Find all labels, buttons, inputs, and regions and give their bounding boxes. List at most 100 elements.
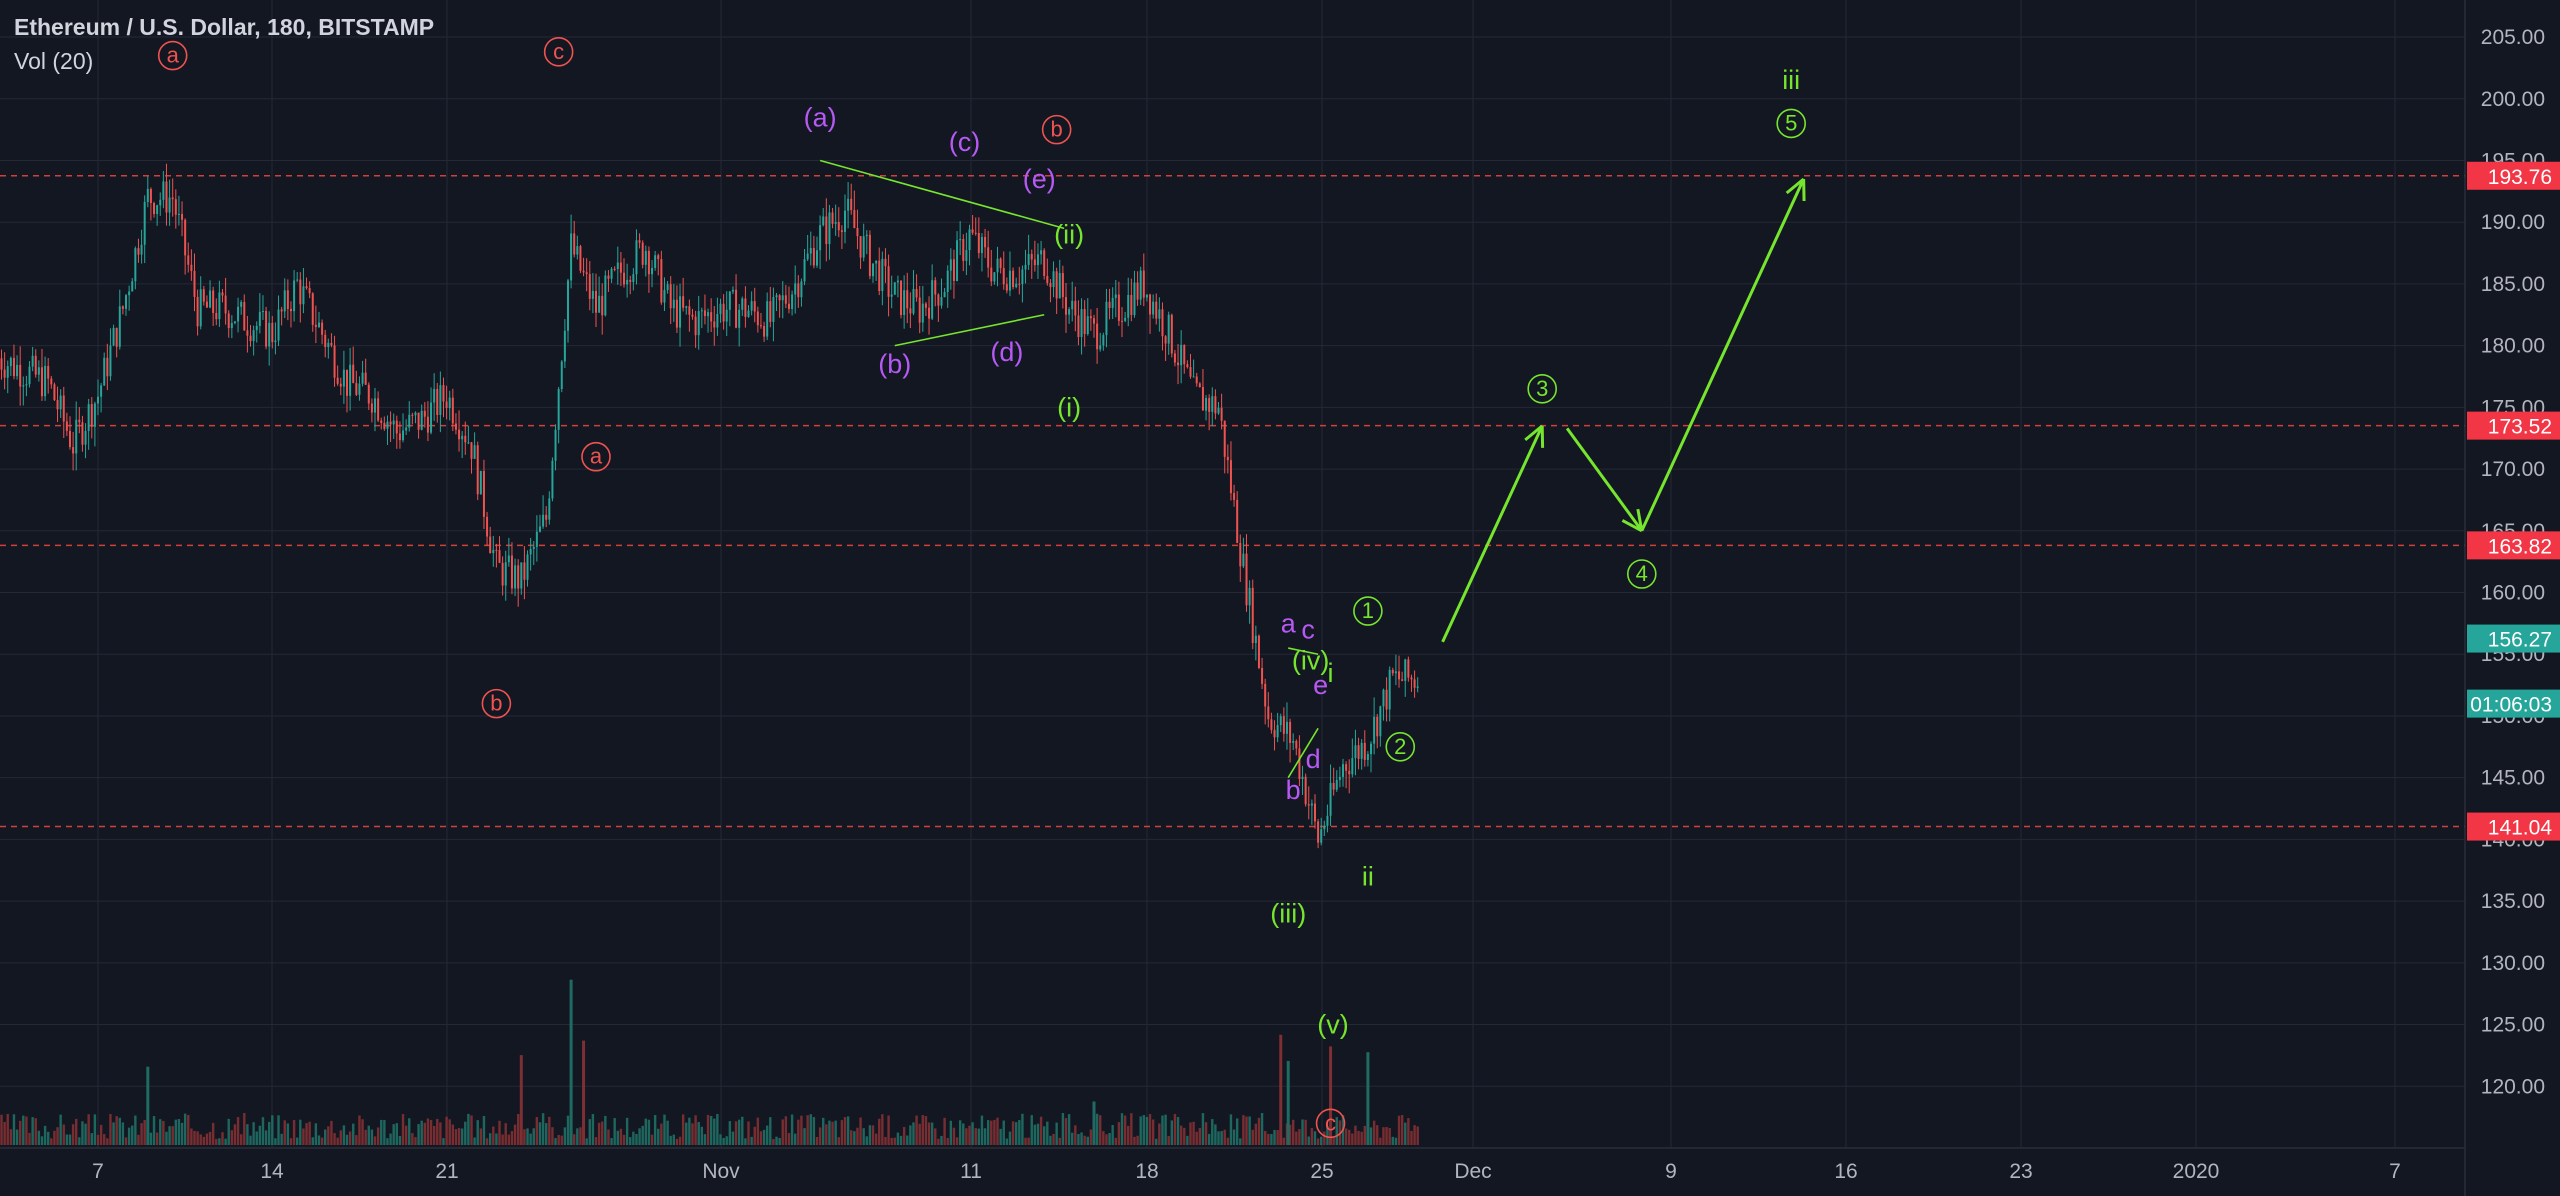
candlesticks	[0, 163, 1419, 849]
volume-bar	[625, 1117, 629, 1145]
volume-bar	[672, 1134, 676, 1145]
volume-bar	[1288, 1124, 1292, 1145]
volume-bar	[183, 1113, 187, 1145]
volume-spike	[569, 979, 573, 1145]
candle-body	[240, 302, 243, 307]
wave-label-text: (i)	[1057, 392, 1081, 422]
candle-body	[392, 420, 395, 425]
candle-body	[999, 258, 1002, 269]
volume-bar	[355, 1135, 358, 1145]
volume-indicator-label[interactable]: Vol (20)	[14, 48, 94, 74]
volume-bar	[513, 1124, 517, 1145]
price-axis[interactable]: 205.00200.00195.00190.00185.00180.00175.…	[2464, 0, 2560, 1196]
candle-body	[1111, 297, 1114, 309]
time-tick-label: 2020	[2173, 1160, 2220, 1183]
volume-bar	[772, 1138, 775, 1145]
volume-bar	[1348, 1129, 1351, 1145]
volume-bar	[510, 1131, 514, 1145]
candle-body	[1217, 407, 1220, 414]
volume-bar	[604, 1115, 607, 1145]
candle-body	[1338, 776, 1341, 780]
volume-bar	[1014, 1122, 1018, 1145]
candle-body	[317, 322, 320, 327]
candle-body	[520, 562, 523, 589]
candle-body	[1366, 754, 1369, 760]
candle-body	[467, 442, 470, 444]
candle-body	[277, 309, 280, 341]
volume-bar	[644, 1118, 647, 1145]
candle-body	[249, 335, 252, 342]
volume-bar	[787, 1133, 791, 1145]
volume-bar	[308, 1121, 311, 1145]
volume-bar	[112, 1122, 115, 1145]
candle-body	[1407, 659, 1410, 678]
volume-bar	[1161, 1115, 1164, 1145]
volume-bar	[1379, 1137, 1382, 1145]
candle-body	[507, 555, 510, 563]
volume-bar	[741, 1116, 744, 1145]
volume-bar	[479, 1128, 483, 1145]
candle-body	[1304, 776, 1307, 805]
volume-bar	[233, 1124, 237, 1145]
volume-bar	[445, 1116, 448, 1145]
candle-body	[125, 295, 128, 309]
volume-bar	[211, 1122, 215, 1145]
candle-body	[364, 372, 367, 385]
volume-bar	[1369, 1127, 1373, 1145]
wave-label: c	[543, 37, 574, 67]
volume-bar	[576, 1128, 579, 1145]
wave-label-text: a	[1281, 608, 1297, 638]
volume-bar	[1217, 1131, 1220, 1145]
candle-body	[1282, 716, 1285, 734]
price-badge	[2467, 812, 2560, 841]
candle-body	[579, 246, 582, 271]
volume-bar	[927, 1122, 931, 1145]
price-tick-label: 130.00	[2481, 952, 2545, 975]
volume-bar	[557, 1134, 560, 1145]
volume-bar	[1167, 1136, 1170, 1145]
volume-spike	[1286, 1060, 1290, 1145]
candle-body	[134, 248, 137, 282]
candle-body	[1276, 725, 1279, 738]
volume-bar	[846, 1116, 850, 1145]
volume-bar	[1242, 1115, 1245, 1145]
candle-body	[884, 258, 887, 267]
volume-bar	[535, 1116, 539, 1145]
volume-bar	[383, 1120, 386, 1145]
candle-body	[1133, 282, 1136, 316]
volume-bar	[1254, 1123, 1258, 1145]
candle-body	[171, 197, 174, 200]
candle-body	[1391, 669, 1394, 674]
candle-body	[872, 263, 875, 277]
candle-body	[1052, 271, 1055, 288]
volume-bar	[432, 1126, 436, 1145]
volume-bar	[398, 1135, 402, 1145]
volume-bar	[1117, 1122, 1121, 1145]
volume-bar	[59, 1114, 62, 1145]
volume-bar	[1049, 1135, 1052, 1145]
candle-body	[1264, 683, 1267, 707]
volume-bar	[333, 1133, 336, 1145]
time-axis[interactable]: 7 14 21 Nov 11 18 25 Dec 9 16 23 2020 7	[0, 1147, 2465, 1183]
volume-bar	[1183, 1127, 1186, 1145]
candle-body	[1345, 764, 1348, 771]
candle-body	[1064, 297, 1067, 315]
volume-bar	[215, 1138, 218, 1145]
volume-bar	[622, 1134, 626, 1145]
wave-label-text: e	[1313, 670, 1328, 700]
volume-bar	[803, 1128, 806, 1145]
volume-bar	[1043, 1126, 1046, 1145]
volume-bar	[697, 1121, 700, 1145]
price-tick-label: 120.00	[2481, 1075, 2545, 1098]
candle-body	[1024, 264, 1027, 270]
candle-body	[454, 423, 457, 430]
volume-bar	[728, 1121, 732, 1145]
volume-bar	[874, 1133, 878, 1145]
candle-body	[719, 303, 722, 314]
candle-body	[246, 330, 249, 336]
candle-body	[566, 280, 569, 331]
candle-body	[896, 280, 899, 283]
volume-bar	[1357, 1130, 1360, 1145]
volume-bar	[635, 1133, 638, 1145]
